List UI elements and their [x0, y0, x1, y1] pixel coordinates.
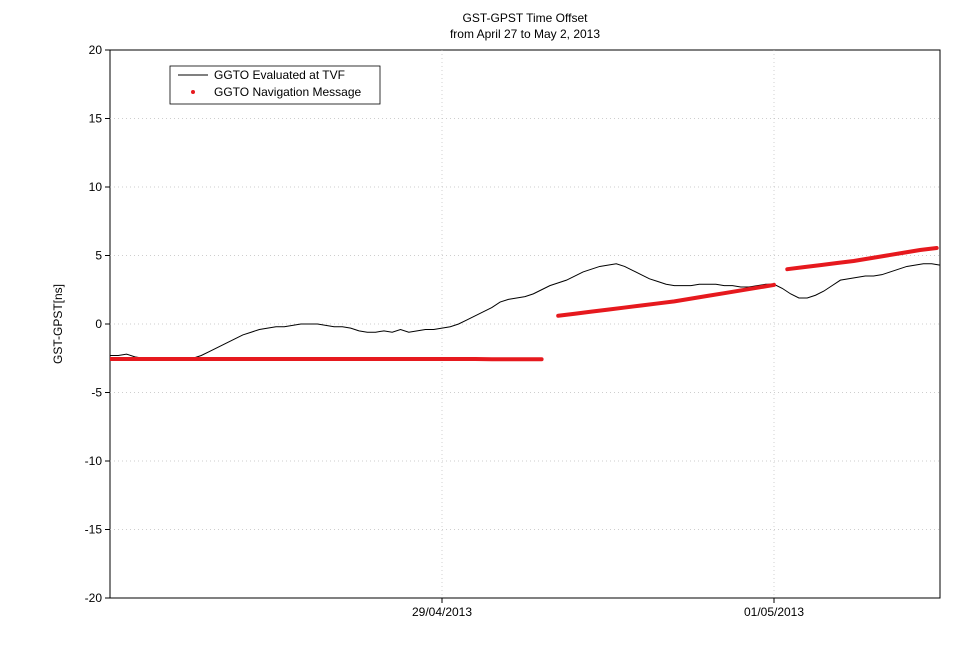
- ytick-label: -20: [85, 591, 103, 605]
- chart-title-line1: GST-GPST Time Offset: [463, 11, 589, 25]
- legend: GGTO Evaluated at TVF GGTO Navigation Mes…: [170, 66, 380, 104]
- y-axis-label: GST-GPST[ns]: [51, 284, 65, 364]
- ytick-label: 20: [89, 43, 103, 57]
- xtick-label: 29/04/2013: [412, 605, 472, 619]
- legend-label: GGTO Navigation Message: [214, 85, 362, 99]
- ytick-label: 0: [95, 317, 102, 331]
- legend-swatch-dot: [191, 90, 195, 94]
- legend-label: GGTO Evaluated at TVF: [214, 68, 345, 82]
- chart-title-line2: from April 27 to May 2, 2013: [450, 27, 600, 41]
- chart-container: GST-GPST Time Offset from April 27 to May…: [0, 0, 960, 666]
- xtick-label: 01/05/2013: [744, 605, 804, 619]
- ytick-label: 10: [89, 180, 103, 194]
- ytick-label: -15: [85, 523, 103, 537]
- ytick-label: -5: [91, 386, 102, 400]
- ytick-label: 15: [89, 112, 103, 126]
- ytick-label: 5: [95, 249, 102, 263]
- ytick-label: -10: [85, 454, 103, 468]
